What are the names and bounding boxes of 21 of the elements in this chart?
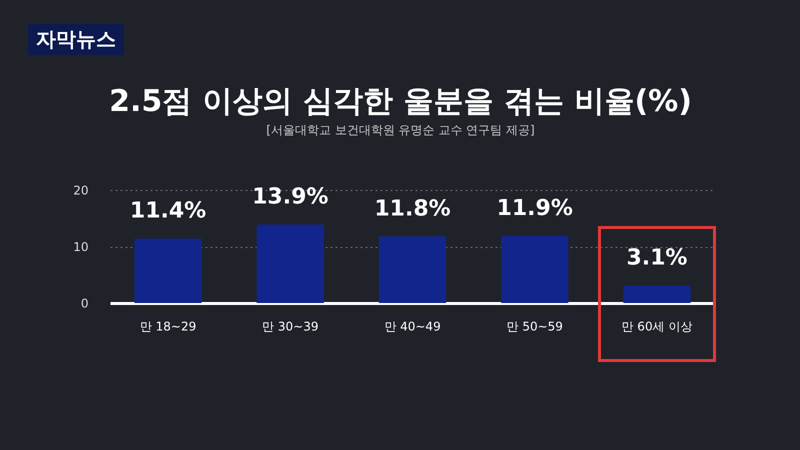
chart-subtitle: [서울대학교 보건대학원 유명순 교수 연구팀 제공] [266,123,535,137]
chart-title: 2.5점 이상의 심각한 울분을 겪는 비율(%) [109,84,692,119]
bar [256,224,324,303]
y-tick-label: 0 [80,296,88,310]
x-tick-label: 만 18~29 [140,320,196,334]
data-label: 11.4% [130,198,206,224]
x-tick-label: 만 30~39 [262,320,318,334]
bar [378,236,446,303]
bar [623,285,691,303]
y-tick-label: 20 [73,184,88,198]
data-label: 3.1% [626,245,688,270]
bar [134,238,202,303]
x-tick-label: 만 60세 이상 [621,320,692,334]
data-label: 11.9% [496,196,573,221]
bar [501,236,568,303]
x-tick-label: 만 40~49 [384,320,441,334]
y-tick-label: 10 [73,240,88,254]
text: 자막뉴스 [28,24,124,55]
data-label: 13.9% [252,184,328,210]
x-tick-label: 만 50~59 [506,320,563,334]
data-label: 11.8% [374,196,451,222]
